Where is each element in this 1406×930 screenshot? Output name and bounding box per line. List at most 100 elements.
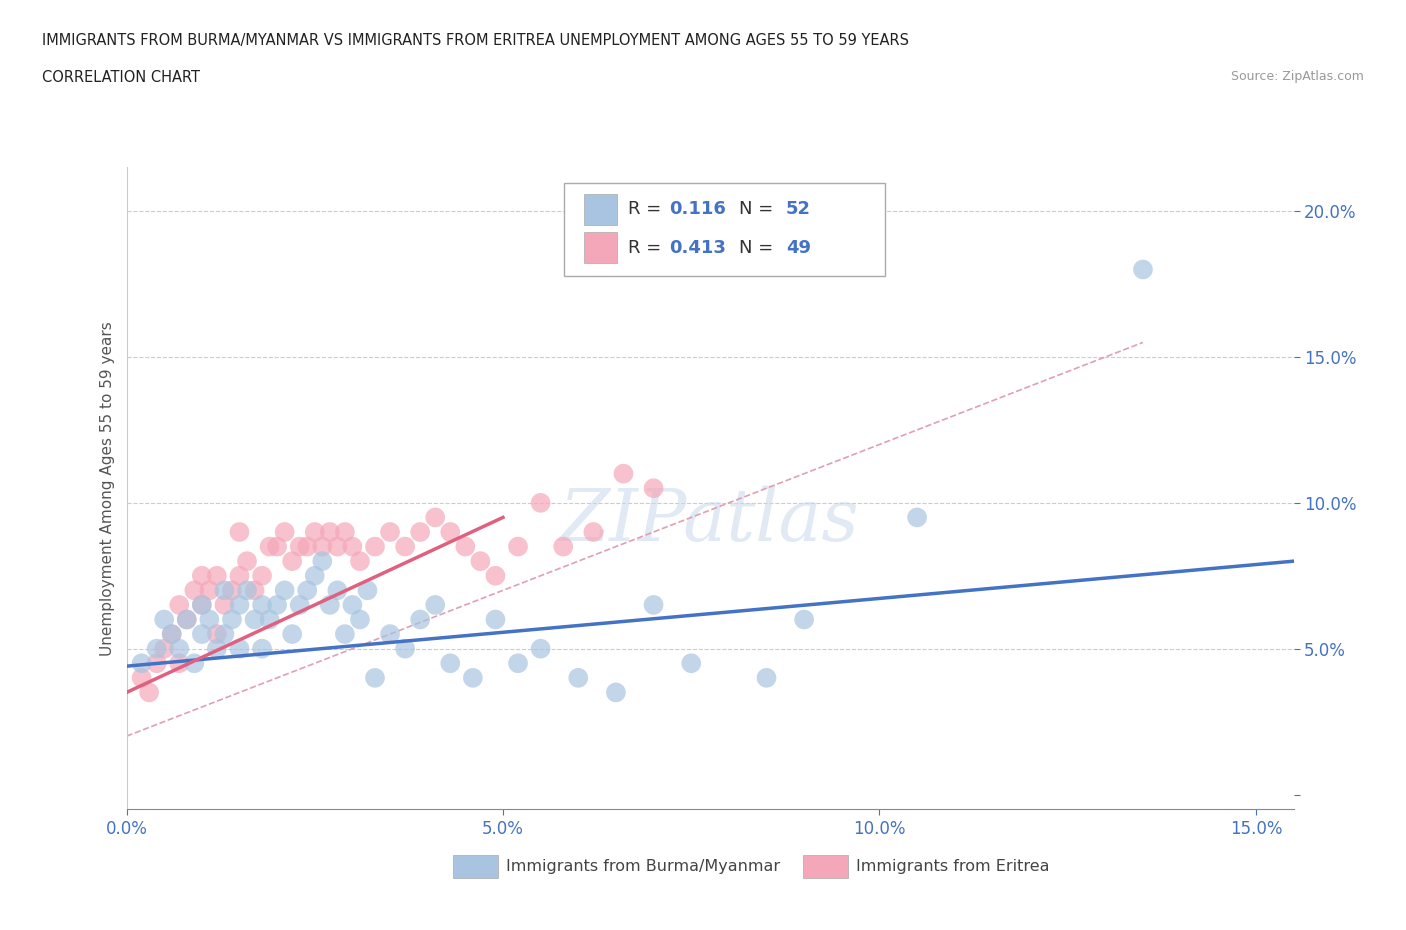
Text: 49: 49	[786, 239, 811, 257]
Point	[1132, 262, 1154, 277]
Point	[183, 656, 205, 671]
Point	[439, 525, 461, 539]
Point	[259, 539, 281, 554]
Point	[198, 612, 221, 627]
Point	[484, 612, 506, 627]
FancyBboxPatch shape	[583, 193, 617, 224]
Point	[793, 612, 815, 627]
Point	[553, 539, 575, 554]
Point	[755, 671, 778, 685]
Text: Source: ZipAtlas.com: Source: ZipAtlas.com	[1230, 70, 1364, 83]
Point	[297, 539, 319, 554]
Text: 52: 52	[786, 200, 811, 219]
Point	[530, 496, 553, 511]
Point	[484, 568, 506, 583]
Text: Immigrants from Burma/Myanmar: Immigrants from Burma/Myanmar	[506, 859, 780, 874]
Point	[409, 525, 432, 539]
Point	[205, 642, 228, 657]
Point	[288, 597, 311, 612]
Point	[681, 656, 703, 671]
Point	[205, 627, 228, 642]
Point	[153, 612, 176, 627]
Point	[439, 656, 461, 671]
Point	[612, 466, 634, 481]
Point	[643, 481, 665, 496]
Point	[319, 597, 342, 612]
FancyBboxPatch shape	[564, 183, 886, 276]
Point	[297, 583, 319, 598]
Point	[356, 583, 378, 598]
Text: CORRELATION CHART: CORRELATION CHART	[42, 70, 200, 85]
Point	[506, 656, 529, 671]
Point	[191, 597, 214, 612]
Point	[205, 568, 228, 583]
Point	[364, 539, 387, 554]
Point	[228, 597, 250, 612]
Point	[131, 671, 153, 685]
Point	[191, 568, 214, 583]
Point	[236, 583, 259, 598]
Point	[176, 612, 198, 627]
Point	[228, 642, 250, 657]
Point	[319, 525, 342, 539]
FancyBboxPatch shape	[583, 232, 617, 263]
Text: 0.116: 0.116	[669, 200, 725, 219]
Text: Immigrants from Eritrea: Immigrants from Eritrea	[856, 859, 1049, 874]
Point	[378, 525, 401, 539]
Point	[138, 685, 160, 700]
Point	[273, 583, 295, 598]
Point	[160, 627, 183, 642]
Point	[409, 612, 432, 627]
Y-axis label: Unemployment Among Ages 55 to 59 years: Unemployment Among Ages 55 to 59 years	[100, 321, 115, 656]
Point	[214, 627, 236, 642]
Point	[228, 525, 250, 539]
Point	[191, 627, 214, 642]
Point	[333, 627, 356, 642]
Point	[183, 583, 205, 598]
Point	[378, 627, 401, 642]
Point	[281, 553, 304, 568]
Text: 0.413: 0.413	[669, 239, 725, 257]
Point	[153, 642, 176, 657]
Point	[236, 553, 259, 568]
Point	[221, 612, 243, 627]
Point	[167, 642, 190, 657]
Point	[394, 642, 416, 657]
Point	[266, 539, 288, 554]
Point	[221, 583, 243, 598]
Text: R =: R =	[628, 239, 668, 257]
Point	[176, 612, 198, 627]
Point	[582, 525, 605, 539]
Point	[567, 671, 589, 685]
Point	[167, 597, 190, 612]
Text: N =: N =	[740, 200, 779, 219]
Point	[167, 656, 190, 671]
FancyBboxPatch shape	[453, 856, 498, 879]
Point	[304, 525, 326, 539]
Point	[506, 539, 529, 554]
Point	[281, 627, 304, 642]
Text: R =: R =	[628, 200, 668, 219]
Point	[198, 583, 221, 598]
Point	[250, 568, 273, 583]
Point	[394, 539, 416, 554]
Point	[214, 583, 236, 598]
Point	[461, 671, 484, 685]
Text: N =: N =	[740, 239, 779, 257]
Point	[530, 642, 553, 657]
Point	[259, 612, 281, 627]
Point	[326, 583, 349, 598]
Point	[905, 510, 928, 525]
Point	[425, 597, 447, 612]
Point	[243, 612, 266, 627]
FancyBboxPatch shape	[803, 856, 848, 879]
Point	[250, 597, 273, 612]
Point	[273, 525, 295, 539]
Point	[250, 642, 273, 657]
Point	[266, 597, 288, 612]
Point	[191, 597, 214, 612]
Point	[228, 568, 250, 583]
Point	[160, 627, 183, 642]
Point	[326, 539, 349, 554]
Point	[145, 656, 167, 671]
